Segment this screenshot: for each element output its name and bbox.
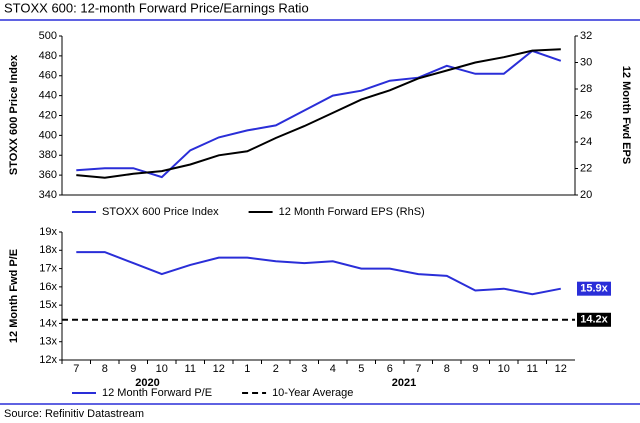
y-axis-title: STOXX 600 Price Index bbox=[8, 54, 20, 175]
year-label: 2021 bbox=[392, 377, 416, 389]
y2-tick-label: 22 bbox=[580, 162, 592, 174]
x-tick-label: 11 bbox=[527, 363, 538, 375]
legend-label: 10-Year Average bbox=[272, 387, 353, 399]
y-tick-label: 17x bbox=[39, 262, 57, 274]
y2-tick-label: 30 bbox=[580, 56, 592, 68]
x-tick-label: 12 bbox=[213, 363, 225, 375]
y2-tick-label: 20 bbox=[580, 189, 592, 201]
y-tick-label: 16x bbox=[39, 281, 57, 293]
x-tick-label: 7 bbox=[73, 363, 79, 375]
y-tick-label: 460 bbox=[39, 70, 57, 82]
source: Source: Refinitiv Datastream bbox=[4, 408, 144, 420]
y-tick-label: 14x bbox=[39, 317, 57, 329]
series-line bbox=[76, 251, 561, 296]
series-line bbox=[76, 49, 562, 179]
end-label-box bbox=[577, 281, 611, 296]
y-tick-label: 480 bbox=[39, 50, 57, 62]
legend-label: 12 Month Forward EPS (RhS) bbox=[279, 206, 425, 218]
end-label: 15.9x bbox=[580, 283, 608, 295]
y-tick-label: 12x bbox=[39, 354, 57, 366]
x-tick-label: 1 bbox=[244, 363, 250, 375]
x-tick-label: 7 bbox=[415, 363, 421, 375]
y2-axis-title: 12 Month Fwd EPS bbox=[620, 66, 632, 164]
x-tick-label: 11 bbox=[185, 363, 196, 375]
y-tick-label: 360 bbox=[39, 169, 57, 181]
y-tick-label: 440 bbox=[39, 90, 57, 102]
y2-tick-label: 32 bbox=[580, 30, 592, 42]
y-tick-label: 420 bbox=[39, 109, 57, 121]
legend-label: STOXX 600 Price Index bbox=[102, 206, 219, 218]
x-tick-label: 2 bbox=[273, 363, 279, 375]
reference-label: 14.2x bbox=[580, 314, 608, 326]
x-tick-label: 12 bbox=[555, 363, 567, 375]
y-tick-label: 340 bbox=[39, 189, 57, 201]
y-tick-label: 15x bbox=[39, 299, 57, 311]
y2-tick-label: 28 bbox=[580, 83, 592, 95]
x-tick-label: 3 bbox=[301, 363, 307, 375]
year-label: 2020 bbox=[135, 377, 159, 389]
y-tick-label: 380 bbox=[39, 149, 57, 161]
x-tick-label: 9 bbox=[472, 363, 478, 375]
x-tick-label: 6 bbox=[387, 363, 393, 375]
x-tick-label: 4 bbox=[330, 363, 336, 375]
x-tick-label: 10 bbox=[498, 363, 510, 375]
y-tick-label: 500 bbox=[39, 30, 57, 42]
legend-label: 12 Month Forward P/E bbox=[102, 387, 212, 399]
x-tick-label: 5 bbox=[358, 363, 364, 375]
reference-label-box bbox=[577, 312, 611, 327]
y-axis-title: 12 Month Fwd P/E bbox=[8, 249, 20, 343]
chart-title: STOXX 600: 12-month Forward Price/Earnin… bbox=[4, 0, 309, 15]
x-tick-label: 10 bbox=[156, 363, 168, 375]
x-tick-label: 8 bbox=[444, 363, 450, 375]
y-tick-label: 13x bbox=[39, 336, 57, 348]
x-tick-label: 8 bbox=[102, 363, 108, 375]
y2-tick-label: 24 bbox=[580, 136, 592, 148]
series-line bbox=[76, 48, 561, 179]
y-tick-label: 18x bbox=[39, 244, 57, 256]
y-tick-label: 400 bbox=[39, 129, 57, 141]
y2-tick-label: 26 bbox=[580, 109, 592, 121]
y-tick-label: 19x bbox=[39, 226, 57, 238]
x-tick-label: 9 bbox=[130, 363, 136, 375]
